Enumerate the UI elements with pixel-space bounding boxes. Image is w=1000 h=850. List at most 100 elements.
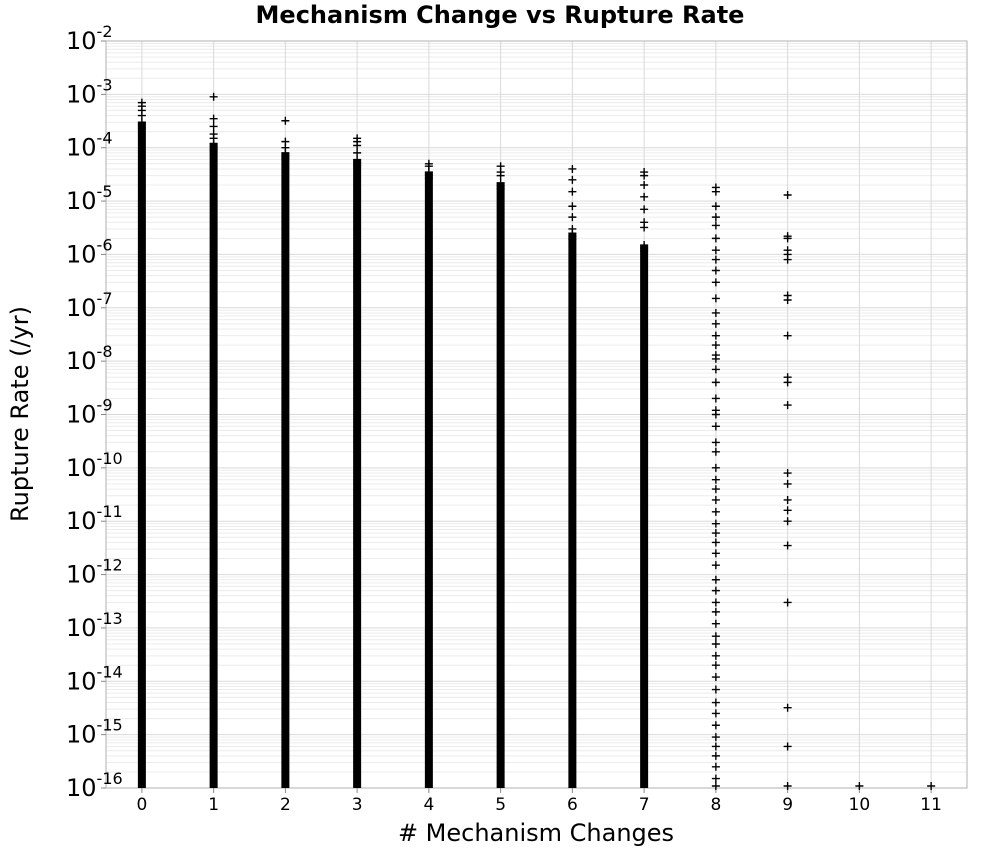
y-axis-ticks: 10-16 10-15 10-14 10-13 10-12 10-11 10-10 10-9 1… xyxy=(66,22,123,802)
data-point xyxy=(711,538,720,547)
x-tick-label: 8 xyxy=(710,795,721,815)
data-point xyxy=(783,703,792,712)
data-point xyxy=(137,124,146,133)
data-point xyxy=(281,116,290,125)
data-point xyxy=(711,354,720,363)
data-point xyxy=(711,202,720,211)
y-tick-label: 10-5 xyxy=(66,182,113,215)
dense-point-band xyxy=(137,122,146,788)
data-point xyxy=(711,561,720,570)
data-point xyxy=(711,575,720,584)
y-axis-label: Rupture Rate (/yr) xyxy=(6,306,34,522)
y-tick-label: 10-16 xyxy=(66,769,123,802)
data-point xyxy=(711,661,720,670)
y-tick-label: 10-9 xyxy=(66,396,113,429)
y-tick-label: 10-10 xyxy=(66,449,123,482)
chart-title: Mechanism Change vs Rupture Rate xyxy=(256,1,745,29)
data-point xyxy=(711,685,720,694)
data-point xyxy=(711,319,720,328)
data-point xyxy=(640,181,649,190)
dense-point-band xyxy=(209,143,218,789)
y-tick-label: 10-15 xyxy=(66,716,123,749)
data-point xyxy=(711,246,720,255)
data-point xyxy=(424,174,433,183)
data-point xyxy=(711,463,720,472)
data-point xyxy=(711,234,720,243)
data-point xyxy=(783,255,792,264)
y-tick-label: 10-14 xyxy=(66,662,123,695)
x-tick-label: 11 xyxy=(920,795,942,815)
data-point xyxy=(711,221,720,230)
data-point xyxy=(640,171,649,180)
data-point xyxy=(711,549,720,558)
data-point xyxy=(711,733,720,742)
data-point xyxy=(711,607,720,616)
data-point xyxy=(711,598,720,607)
data-point xyxy=(568,213,577,222)
data-point xyxy=(281,154,290,163)
data-points xyxy=(137,92,936,790)
data-point xyxy=(424,162,433,171)
data-point xyxy=(711,586,720,595)
x-tick-label: 6 xyxy=(567,795,578,815)
data-point xyxy=(711,519,720,528)
data-point xyxy=(711,422,720,431)
dense-point-band xyxy=(568,233,577,789)
data-point xyxy=(209,122,218,131)
data-point xyxy=(711,378,720,387)
data-point xyxy=(783,234,792,243)
data-point xyxy=(281,143,290,152)
data-point xyxy=(783,541,792,550)
data-point xyxy=(711,742,720,751)
data-point xyxy=(353,141,362,150)
x-tick-label: 3 xyxy=(352,795,363,815)
data-point xyxy=(783,742,792,751)
data-point xyxy=(783,190,792,199)
data-point xyxy=(783,782,792,790)
data-point xyxy=(711,447,720,456)
data-point xyxy=(640,192,649,201)
data-point xyxy=(711,438,720,447)
data-point xyxy=(783,469,792,478)
x-tick-label: 1 xyxy=(208,795,219,815)
data-point xyxy=(711,698,720,707)
data-point xyxy=(209,145,218,154)
data-point xyxy=(711,475,720,484)
data-point xyxy=(353,148,362,157)
data-point xyxy=(568,164,577,173)
data-point xyxy=(711,187,720,196)
data-point xyxy=(711,782,720,790)
data-point xyxy=(568,235,577,244)
x-axis-ticks: 0 1 2 3 4 5 6 7 8 9 10 11 xyxy=(136,788,942,815)
data-point xyxy=(353,161,362,170)
data-point xyxy=(711,294,720,303)
dense-point-band xyxy=(424,172,433,789)
data-point xyxy=(711,529,720,538)
data-point xyxy=(640,205,649,214)
data-point xyxy=(711,341,720,350)
y-tick-label: 10-8 xyxy=(66,342,113,375)
data-point xyxy=(783,495,792,504)
y-tick-label: 10-12 xyxy=(66,556,123,589)
data-point xyxy=(496,184,505,193)
dense-point-band xyxy=(281,152,290,788)
data-point xyxy=(711,762,720,771)
data-point xyxy=(711,410,720,419)
y-tick-label: 10-6 xyxy=(66,235,113,268)
data-point xyxy=(927,782,936,790)
y-tick-label: 10-7 xyxy=(66,289,113,322)
data-point xyxy=(783,506,792,515)
data-point xyxy=(209,114,218,123)
data-point xyxy=(711,507,720,516)
x-tick-label: 9 xyxy=(782,795,793,815)
data-point xyxy=(711,673,720,682)
data-point xyxy=(711,278,720,287)
data-point xyxy=(711,632,720,641)
y-tick-label: 10-11 xyxy=(66,502,123,535)
x-tick-label: 4 xyxy=(423,795,434,815)
data-point xyxy=(783,598,792,607)
data-point xyxy=(711,308,720,317)
data-point xyxy=(711,774,720,783)
grid-lines xyxy=(106,41,967,789)
